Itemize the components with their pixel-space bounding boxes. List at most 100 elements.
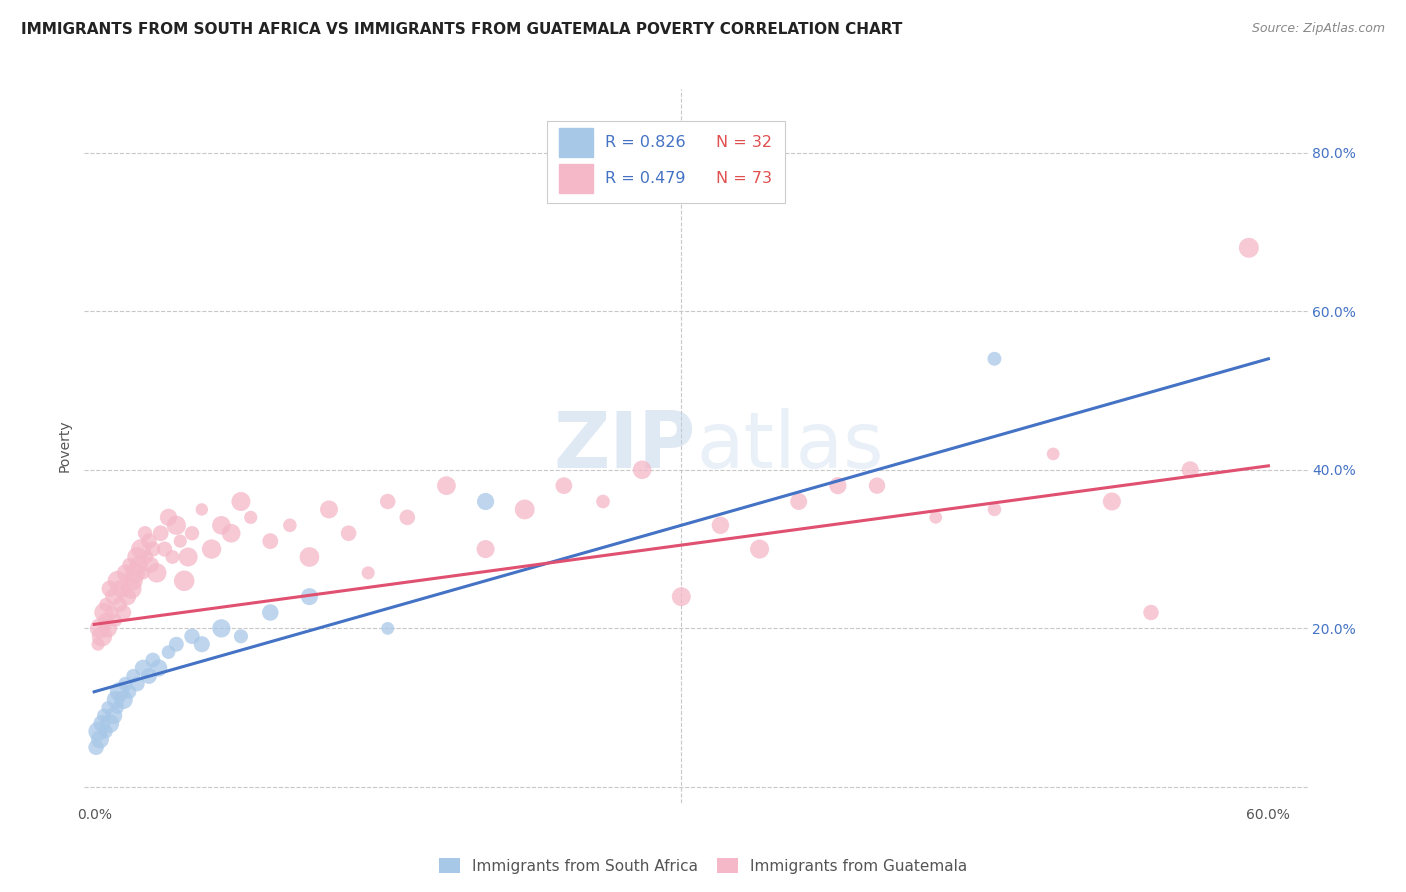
Point [337, 526, 360, 541]
Point [146, 566, 169, 580]
Point [112, 606, 135, 620]
Text: IMMIGRANTS FROM SOUTH AFRICA VS IMMIGRANTS FROM GUATEMALA POVERTY CORRELATION CH: IMMIGRANTS FROM SOUTH AFRICA VS IMMIGRAN… [21, 22, 903, 37]
Point [103, 590, 125, 604]
Point [84, 740, 107, 755]
Point [592, 494, 614, 508]
Point [100, 606, 122, 620]
Point [209, 518, 232, 533]
Point [94, 724, 117, 739]
Point [925, 510, 948, 524]
Point [191, 637, 214, 651]
Point [129, 542, 152, 557]
Point [162, 549, 184, 564]
Text: R = 0.826: R = 0.826 [606, 136, 686, 150]
Point [149, 526, 172, 541]
Point [118, 685, 141, 699]
FancyBboxPatch shape [547, 121, 786, 203]
Point [165, 637, 187, 651]
Point [983, 502, 1005, 516]
Point [396, 510, 419, 524]
Text: N = 32: N = 32 [716, 136, 772, 150]
Point [124, 566, 146, 580]
Point [110, 582, 132, 596]
Point [318, 502, 340, 516]
Point [181, 629, 204, 643]
Point [259, 606, 281, 620]
Point [122, 574, 145, 588]
Point [377, 494, 399, 508]
Point [165, 518, 187, 533]
Point [91, 629, 114, 643]
Point [142, 542, 165, 557]
Point [239, 510, 262, 524]
Point [98, 716, 121, 731]
Point [91, 716, 114, 731]
Point [107, 574, 129, 588]
Point [138, 534, 160, 549]
Point [114, 677, 136, 691]
Point [157, 510, 180, 524]
Point [107, 700, 129, 714]
Text: N = 73: N = 73 [716, 171, 772, 186]
Point [132, 661, 155, 675]
Point [104, 614, 127, 628]
Point [108, 598, 131, 612]
Point [132, 566, 155, 580]
Text: Source: ZipAtlas.com: Source: ZipAtlas.com [1251, 22, 1385, 36]
Point [169, 534, 191, 549]
Point [436, 478, 458, 492]
Point [89, 732, 111, 747]
Point [122, 669, 145, 683]
Point [139, 558, 162, 572]
Legend: Immigrants from South Africa, Immigrants from Guatemala: Immigrants from South Africa, Immigrants… [433, 852, 973, 880]
Point [173, 574, 195, 588]
Point [513, 502, 536, 516]
Point [128, 558, 150, 572]
Point [181, 526, 204, 541]
Point [278, 518, 301, 533]
Point [136, 549, 159, 564]
Point [298, 549, 321, 564]
Point [1140, 606, 1163, 620]
Point [127, 549, 149, 564]
Point [866, 478, 889, 492]
Text: ZIP: ZIP [554, 408, 696, 484]
Point [118, 558, 141, 572]
Point [474, 494, 496, 508]
Point [120, 582, 142, 596]
Point [259, 534, 281, 549]
Point [142, 653, 165, 667]
Point [114, 566, 136, 580]
Point [134, 526, 156, 541]
Point [219, 526, 242, 541]
Point [748, 542, 770, 557]
Point [709, 518, 731, 533]
Point [103, 708, 125, 723]
Point [98, 582, 121, 596]
Point [89, 621, 111, 635]
Y-axis label: Poverty: Poverty [58, 420, 72, 472]
Point [108, 685, 131, 699]
Point [157, 645, 180, 659]
Point [377, 621, 399, 635]
Point [827, 478, 849, 492]
Point [94, 598, 117, 612]
Point [787, 494, 810, 508]
Point [229, 629, 252, 643]
Text: atlas: atlas [696, 408, 883, 484]
Point [1042, 447, 1064, 461]
Text: R = 0.479: R = 0.479 [606, 171, 686, 186]
Point [229, 494, 252, 508]
Point [97, 621, 120, 635]
Point [1101, 494, 1123, 508]
Point [671, 590, 693, 604]
Point [87, 637, 110, 651]
Point [553, 478, 575, 492]
Point [1237, 241, 1260, 255]
Point [200, 542, 222, 557]
Point [983, 351, 1005, 366]
Point [93, 606, 115, 620]
Point [138, 669, 160, 683]
Point [474, 542, 496, 557]
Point [97, 700, 120, 714]
